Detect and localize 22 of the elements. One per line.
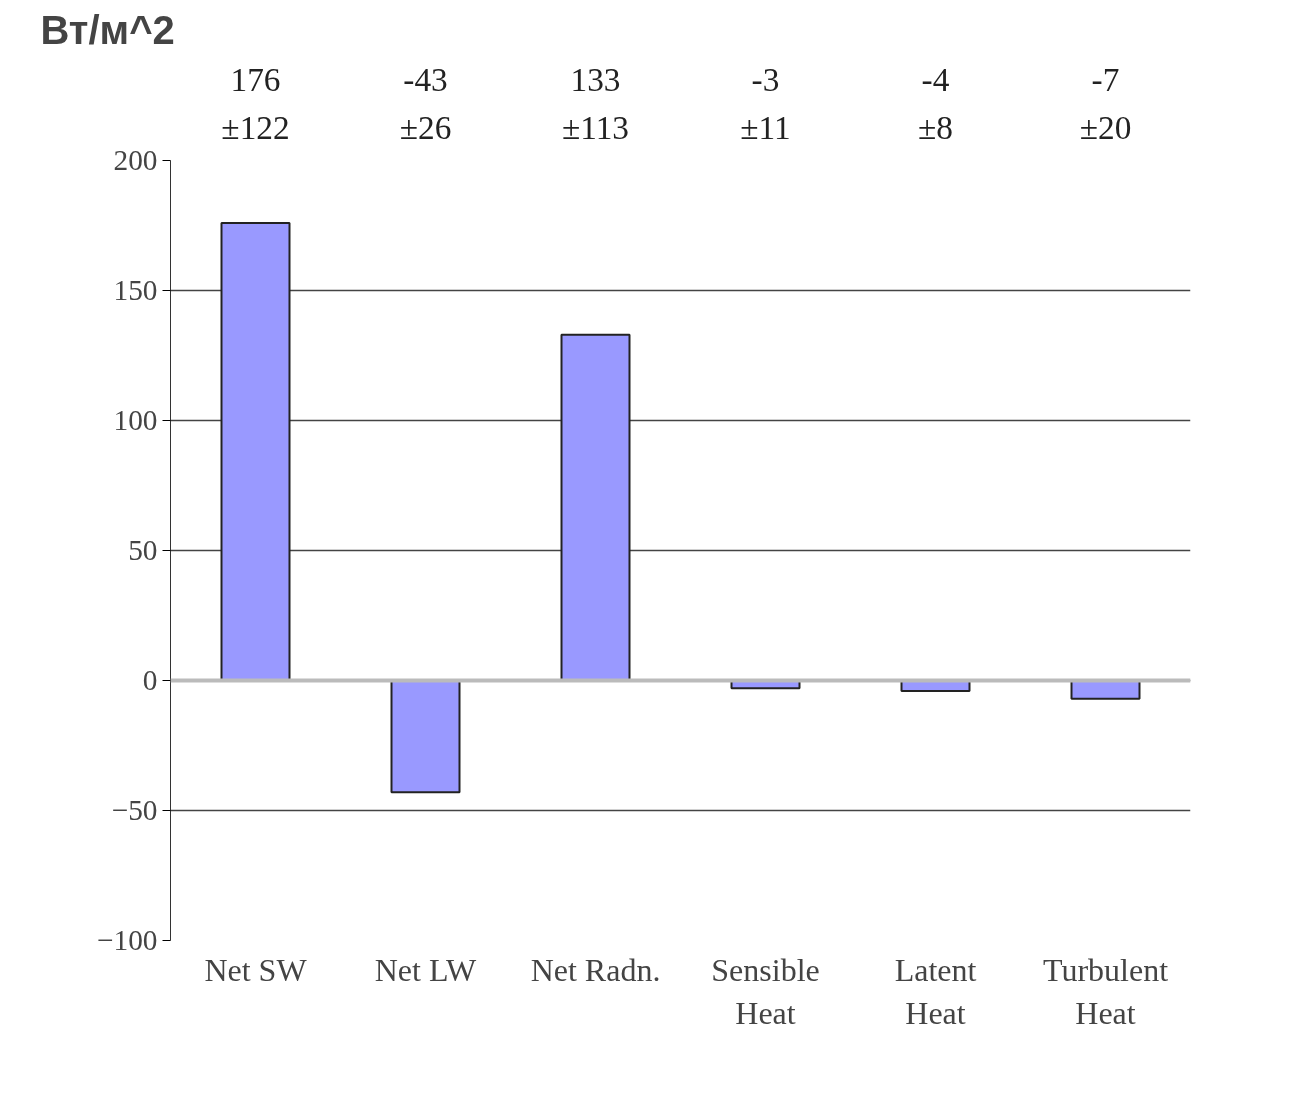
data-label: 133 ±113 [561, 60, 630, 146]
y-tick-label: 200 [113, 144, 158, 176]
y-axis-title: Вт/м^2 [40, 7, 175, 52]
x-tick-label: Net SW [204, 951, 308, 988]
y-tick-label: 100 [113, 404, 158, 436]
x-tick-label: Latent Heat [894, 951, 977, 1031]
bar [560, 333, 631, 682]
x-tick-label: Net LW [374, 951, 478, 988]
x-tick-label: Sensible Heat [711, 951, 820, 1031]
data-label: 176 ±122 [221, 60, 290, 146]
x-tick-label: Turbulent Heat [1042, 951, 1169, 1031]
y-tick-label: 50 [128, 534, 158, 566]
x-tick-label: Net Radn. [530, 951, 661, 988]
data-label: -3 ±11 [740, 60, 791, 146]
y-tick-label: 0 [142, 664, 158, 696]
bar [220, 221, 291, 682]
data-label: -7 ±20 [1079, 60, 1132, 146]
data-label: -43 ±26 [399, 60, 452, 146]
y-tick-label: −50 [111, 794, 158, 826]
data-label: -4 ±8 [918, 60, 953, 146]
y-tick-label: 150 [113, 274, 158, 306]
y-tick-label: −100 [96, 924, 158, 956]
